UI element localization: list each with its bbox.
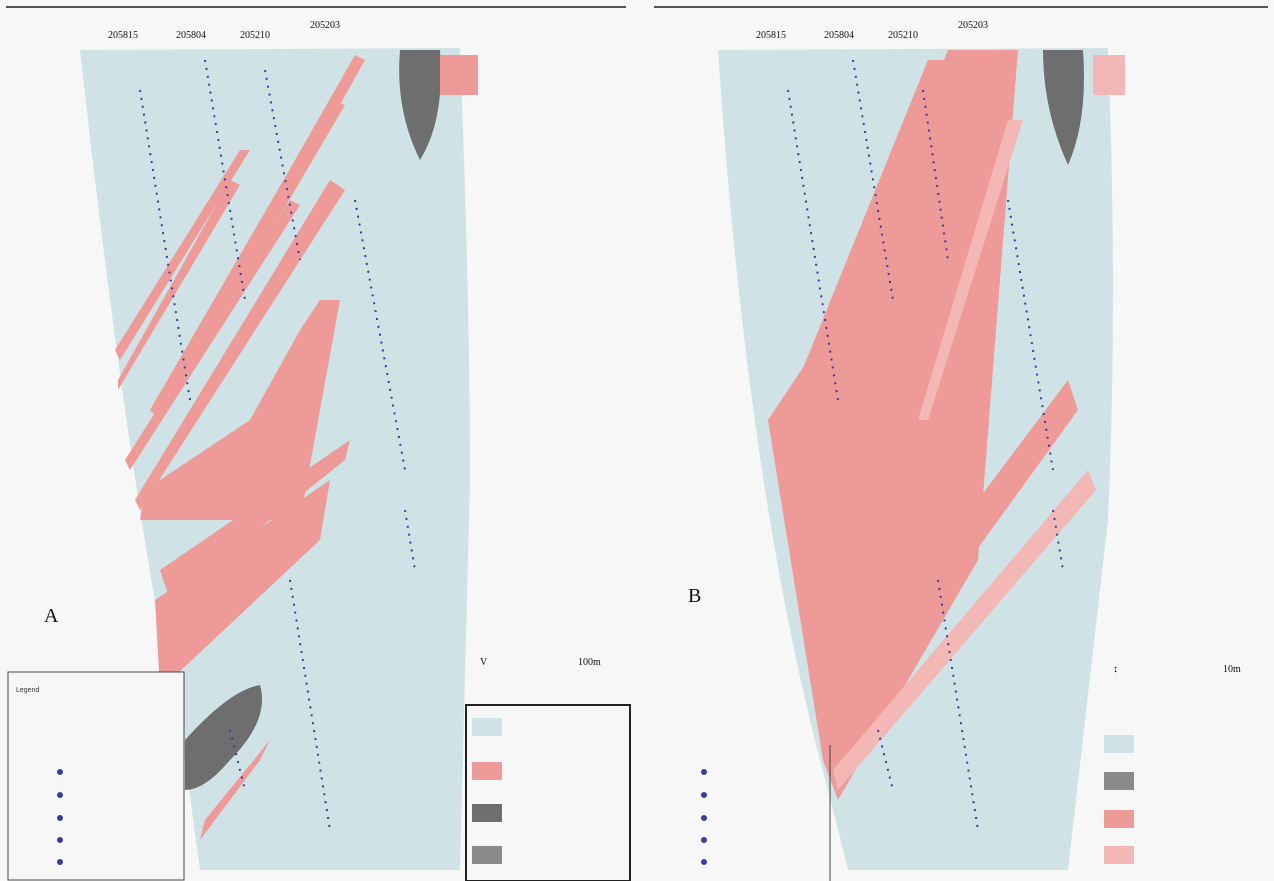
light-pink-zones bbox=[833, 120, 1096, 790]
panel-a: 205815 205804 205210 205203 A V 100m Leg… bbox=[0, 0, 632, 881]
light-pink-block-top bbox=[1093, 55, 1125, 95]
dark-intrusion-bottom bbox=[185, 685, 262, 790]
legend-swatch-grey bbox=[1104, 772, 1134, 790]
panel-label: A bbox=[44, 605, 59, 627]
top-border bbox=[6, 6, 626, 8]
scale-text: 10m bbox=[1223, 664, 1241, 675]
drillhole-traces bbox=[787, 59, 1064, 831]
pink-block-top bbox=[440, 55, 478, 95]
pink-intrusion-veins bbox=[115, 55, 365, 840]
pink-intrusion-zones bbox=[768, 50, 1078, 800]
panel-a-section: 205815 205804 205210 205203 A V 100m Leg… bbox=[6, 6, 631, 881]
panel-b-section: 205815 205804 205210 205203 B ↕ 10m bbox=[654, 6, 1268, 881]
legend-swatch-host bbox=[1104, 735, 1134, 753]
scale-text: 100m bbox=[578, 657, 601, 668]
header-label-2: 205804 bbox=[176, 30, 206, 41]
dark-intrusion-top bbox=[399, 50, 441, 160]
left-legend-markers bbox=[57, 769, 63, 865]
left-legend-box bbox=[7, 671, 185, 881]
panel-label: B bbox=[688, 585, 701, 607]
header-label-2: 205804 bbox=[824, 30, 854, 41]
header-label-1: 205815 bbox=[108, 30, 138, 41]
legend-swatch-dark bbox=[472, 804, 502, 822]
legend-swatch-pink bbox=[472, 762, 502, 780]
top-border bbox=[654, 6, 1268, 8]
dark-intrusion-top bbox=[1043, 50, 1084, 165]
drillhole-traces bbox=[139, 59, 416, 831]
header-label-4: 205203 bbox=[958, 20, 988, 31]
scale-mark: V bbox=[480, 657, 488, 668]
header-label-3: 205210 bbox=[240, 30, 270, 41]
legend-swatch-grey bbox=[472, 846, 502, 864]
header-label-3: 205210 bbox=[888, 30, 918, 41]
legend-swatch-pink bbox=[1104, 810, 1134, 828]
header-label-4: 205203 bbox=[310, 20, 340, 31]
panel-b: 205815 205804 205210 205203 B ↕ 10m bbox=[648, 0, 1274, 881]
left-legend-markers bbox=[701, 769, 707, 865]
header-label-1: 205815 bbox=[756, 30, 786, 41]
legend-swatch-host bbox=[472, 718, 502, 736]
left-legend-title: Legend bbox=[16, 687, 39, 694]
legend-swatch-light-pink bbox=[1104, 846, 1134, 864]
scale-mark: ↕ bbox=[1113, 664, 1118, 675]
